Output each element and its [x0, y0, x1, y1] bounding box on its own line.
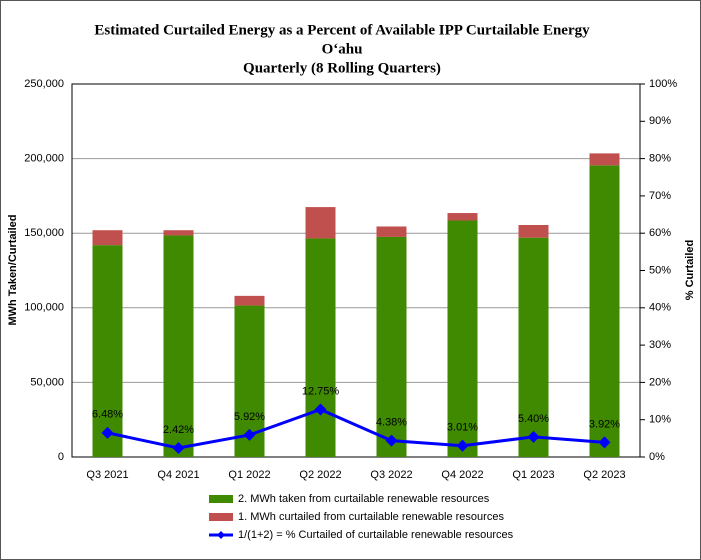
y2-tick-label: 90% — [649, 115, 671, 127]
y-tick-label: 0 — [58, 451, 64, 463]
y-tick-label: 50,000 — [30, 376, 64, 388]
x-tick-label: Q3 2021 — [86, 469, 128, 481]
bar — [447, 220, 478, 457]
data-label: 5.92% — [234, 411, 265, 423]
marker — [385, 434, 398, 447]
y2-tick-label: 40% — [649, 302, 671, 314]
y2-tick-label: 30% — [649, 339, 671, 351]
marker — [314, 403, 327, 416]
y2-tick-label: 50% — [649, 264, 671, 276]
marker — [456, 439, 469, 452]
x-tick-label: Q3 2022 — [370, 469, 412, 481]
y2-tick-label: 70% — [649, 190, 671, 202]
chart-title: Estimated Curtailed Energy as a Percent … — [94, 22, 590, 38]
bar — [447, 213, 478, 221]
bar — [518, 224, 549, 238]
bar — [305, 207, 336, 239]
x-tick-label: Q4 2022 — [441, 469, 483, 481]
legend-swatch — [209, 513, 233, 521]
y-tick-label: 250,000 — [24, 78, 64, 90]
bar — [92, 230, 123, 246]
data-label: 3.92% — [589, 418, 620, 430]
bar — [376, 226, 407, 237]
bar — [163, 235, 194, 457]
legend-swatch — [209, 495, 233, 503]
y2-tick-label: 80% — [649, 153, 671, 165]
data-label: 3.01% — [447, 422, 478, 434]
marker — [598, 436, 611, 449]
marker — [172, 441, 185, 454]
x-tick-label: Q4 2021 — [157, 469, 199, 481]
y2-tick-label: 60% — [649, 227, 671, 239]
y2-tick-label: 10% — [649, 414, 671, 426]
data-label: 5.40% — [518, 413, 549, 425]
data-label: 4.38% — [376, 417, 407, 429]
line — [107, 407, 605, 450]
data-label: 2.42% — [163, 424, 194, 436]
x-tick-label: Q1 2022 — [228, 469, 270, 481]
y-axis-label: MWh Taken/Curtailed — [7, 214, 19, 325]
plot-frame — [71, 83, 641, 458]
legend-label: 2. MWh taken from curtailable renewable … — [238, 493, 490, 505]
y-tick-label: 200,000 — [24, 153, 64, 165]
bar — [589, 165, 620, 457]
y-tick-label: 100,000 — [24, 302, 64, 314]
bar — [518, 237, 549, 457]
marker — [101, 426, 114, 439]
bar — [589, 153, 620, 166]
x-tick-label: Q1 2023 — [512, 469, 554, 481]
marker — [243, 428, 256, 441]
marker — [527, 430, 540, 443]
y2-axis-label: % Curtailed — [684, 240, 696, 301]
y2-tick-label: 0% — [649, 451, 665, 463]
bar — [305, 238, 336, 457]
bar — [234, 295, 265, 306]
bar — [376, 236, 407, 457]
x-tick-label: Q2 2022 — [299, 469, 341, 481]
y-tick-label: 150,000 — [24, 227, 64, 239]
x-tick-label: Q2 2023 — [583, 469, 625, 481]
data-label: 6.48% — [92, 409, 123, 421]
chart-title: O‘ahu — [322, 41, 363, 57]
y2-tick-label: 100% — [649, 78, 677, 90]
legend-label: 1/(1+2) = % Curtailed of curtailable ren… — [238, 529, 514, 541]
bar — [163, 230, 194, 236]
legend-swatch — [217, 531, 225, 539]
data-label: 12.75% — [302, 385, 340, 397]
legend-label: 1. MWh curtailed from curtailable renewa… — [238, 511, 504, 523]
chart-title: Quarterly (8 Rolling Quarters) — [243, 60, 441, 76]
bar — [92, 245, 123, 457]
y2-tick-label: 20% — [649, 376, 671, 388]
